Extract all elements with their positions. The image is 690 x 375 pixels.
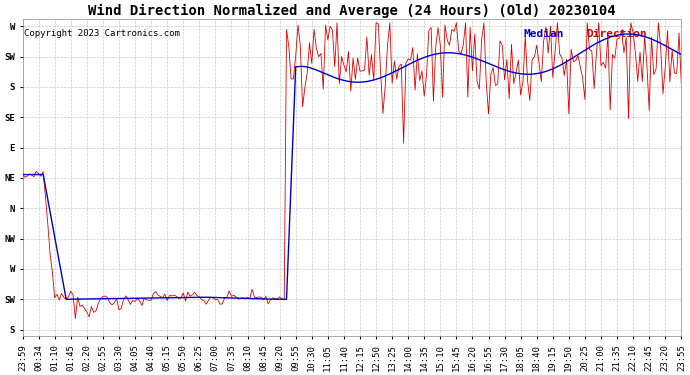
Text: Copyright 2023 Cartronics.com: Copyright 2023 Cartronics.com xyxy=(24,29,180,38)
Text: Direction: Direction xyxy=(586,29,647,39)
Title: Wind Direction Normalized and Average (24 Hours) (Old) 20230104: Wind Direction Normalized and Average (2… xyxy=(88,4,615,18)
Text: Median: Median xyxy=(523,29,564,39)
